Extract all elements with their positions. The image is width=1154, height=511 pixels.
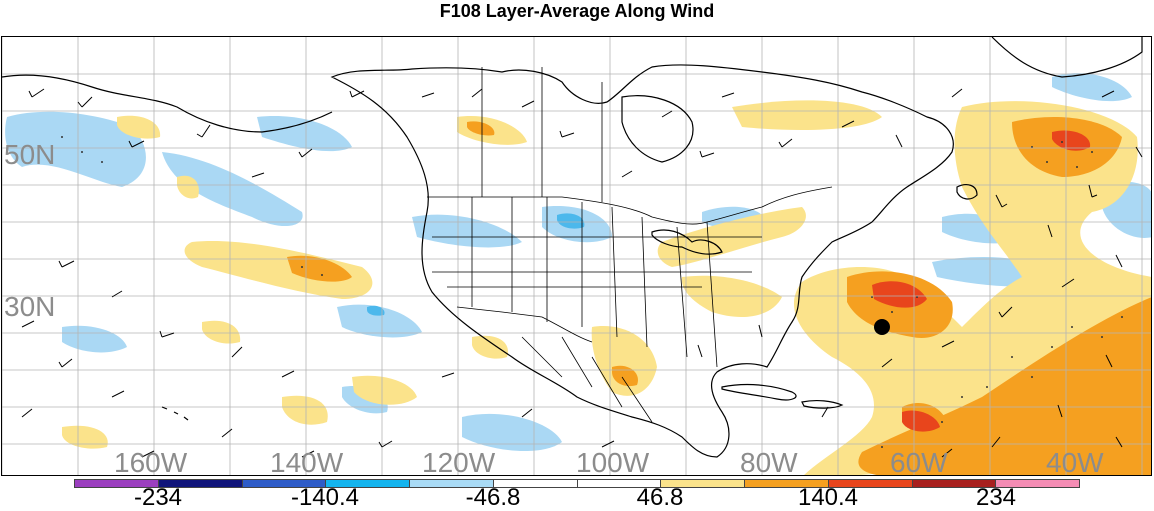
stipple-dots: [61, 136, 1123, 463]
shade-orange-area: [467, 121, 495, 136]
shade-yellow-area: [732, 100, 882, 130]
colorbar-segment: [493, 480, 578, 487]
shade-yellow-area: [282, 395, 328, 425]
colorbar-segment: [745, 480, 829, 487]
shade-blue-area: [462, 413, 562, 452]
shade-orange-area: [612, 365, 638, 387]
state-lines: [432, 197, 762, 368]
lon-label-120w: 120W: [422, 447, 496, 476]
us-mexico-border: [456, 306, 593, 343]
colorbar-segment: [996, 480, 1079, 487]
shade-blue-area: [412, 214, 522, 248]
shade-blue-area: [162, 152, 303, 227]
political-borders: [427, 67, 833, 423]
colorbar-tick-label: 140.4: [797, 484, 859, 511]
lon-label-40w: 40W: [1046, 447, 1104, 476]
map-panel: 50N 30N 160W 140W 120W 100W 80W 60W 40W: [1, 36, 1152, 476]
shade-blue-area: [1052, 73, 1132, 102]
shade-mid-blue-area: [557, 213, 585, 229]
lat-label-50n: 50N: [4, 139, 56, 170]
shade-red-area: [872, 281, 927, 308]
shade-blue-area: [337, 304, 422, 338]
shade-yellow-area: [352, 375, 417, 405]
shade-red-area: [902, 410, 940, 432]
alaska-coast: [2, 74, 333, 133]
hispaniola-coast: [801, 399, 844, 409]
colorbar-segment: [410, 480, 494, 487]
newfoundland-coast: [956, 184, 978, 200]
colorbar-segment: [326, 480, 410, 487]
shade-blue-area: [5, 111, 146, 187]
lon-label-160w: 160W: [114, 447, 188, 476]
shade-yellow-area: [177, 175, 199, 199]
shade-red-area: [1052, 130, 1091, 151]
shade-yellow-area: [591, 326, 657, 396]
shade-yellow-area: [184, 241, 373, 299]
colorbar-tick-label: 46.8: [636, 484, 684, 511]
shading-layer: [5, 73, 1151, 475]
shade-blue-area: [62, 325, 127, 353]
mexico-states: [521, 336, 653, 423]
colorbar-segment: [75, 480, 159, 487]
colorbar-tick-label: -46.8: [465, 484, 521, 511]
great-lakes: [651, 229, 723, 255]
shade-yellow-area: [202, 320, 241, 344]
colorbar-tick-label: 234: [975, 484, 1017, 511]
hawaii-islands: [161, 406, 189, 421]
greenland-coast: [991, 37, 1143, 78]
map-title: F108 Layer-Average Along Wind: [439, 1, 715, 21]
lat-label-30n: 30N: [4, 291, 56, 322]
canada-provinces: [481, 67, 603, 202]
colorbar-segment: [661, 480, 745, 487]
colorbar: [74, 479, 1080, 488]
shade-yellow-area: [472, 335, 508, 359]
cuba-coast: [721, 383, 797, 401]
north-america-coast: [330, 64, 954, 458]
map-canvas: [2, 37, 1151, 475]
colorbar-tick-label: -234: [133, 484, 183, 511]
shade-yellow-area: [62, 425, 108, 449]
colorbar-segment: [912, 480, 997, 487]
lon-label-80w: 80W: [740, 447, 798, 476]
hudson-bay: [621, 95, 694, 163]
coastlines: [2, 37, 1143, 458]
lon-label-140w: 140W: [270, 447, 344, 476]
lat-lon-grid: [2, 37, 1151, 475]
shade-blue-area: [257, 116, 352, 152]
colorbar-segment: [828, 480, 913, 487]
colorbar-segment: [242, 480, 327, 487]
wind-barbs: [21, 88, 1143, 458]
colorbar-segment: [158, 480, 243, 487]
colorbar-tick-label: -140.4: [290, 484, 360, 511]
shade-orange-area: [287, 255, 352, 282]
shade-yellow-area: [117, 115, 161, 139]
lon-label-100w: 100W: [576, 447, 650, 476]
shade-orange-area: [858, 297, 1151, 475]
shade-mid-blue-area: [367, 305, 385, 316]
lon-label-60w: 60W: [890, 447, 948, 476]
colorbar-segment: [577, 480, 662, 487]
storm-center-dot: [874, 319, 890, 335]
